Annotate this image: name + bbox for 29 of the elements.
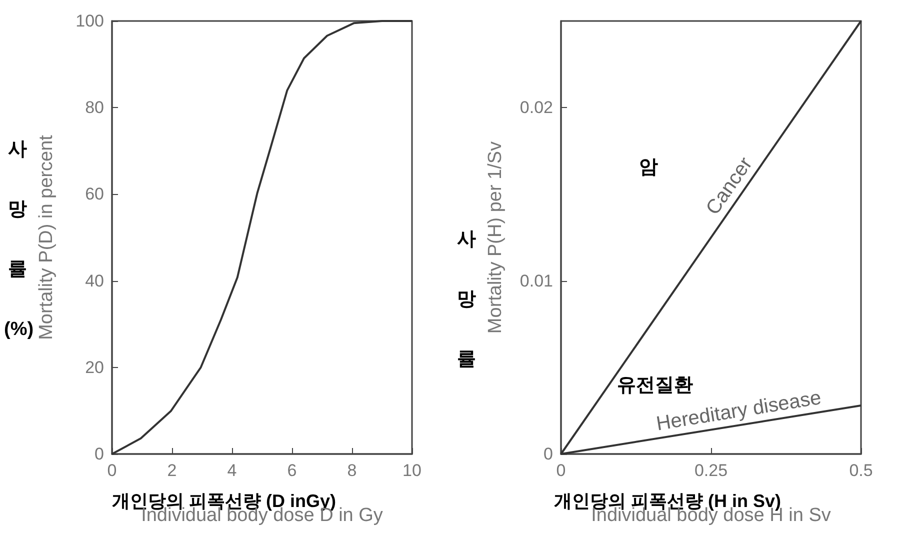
text: 망 <box>8 199 27 220</box>
y-tick-label: 0.01 <box>520 271 553 290</box>
text: 망 <box>457 289 476 310</box>
y-tick-label: 0 <box>544 444 553 464</box>
text: 률 <box>8 259 27 280</box>
annotation: 암 <box>639 157 658 178</box>
y-tick-label: 60 <box>85 184 104 204</box>
y-axis-title: Mortality P(H) per 1/Sv <box>485 140 506 334</box>
x-tick-label: 10 <box>402 461 422 480</box>
y-tick-label: 0.02 <box>520 98 553 118</box>
x-tick-label: 4 <box>227 461 237 480</box>
y-tick-label: 100 <box>76 12 104 30</box>
x-tick-label: 0.5 <box>849 461 873 480</box>
annotation: 유전질환 <box>617 375 693 396</box>
text: 사 <box>8 139 27 160</box>
y-tick-label: 40 <box>85 271 104 290</box>
y-tick-label: 80 <box>85 98 104 118</box>
y-tick-label: 20 <box>85 358 104 377</box>
text: 률 <box>457 349 476 370</box>
y-tick-label: 0 <box>94 444 104 464</box>
x-tick-label: 6 <box>287 461 297 480</box>
x-tick-label: 0.25 <box>694 461 728 480</box>
y-axis-title: Mortality P(D) in percent <box>36 134 57 340</box>
x-tick-label: 2 <box>167 461 177 480</box>
text: (%) <box>4 319 34 340</box>
x-tick-label: 0 <box>556 461 566 480</box>
x-tick-label: 0 <box>107 461 117 480</box>
text: 사 <box>457 229 476 250</box>
x-tick-label: 8 <box>347 461 357 480</box>
